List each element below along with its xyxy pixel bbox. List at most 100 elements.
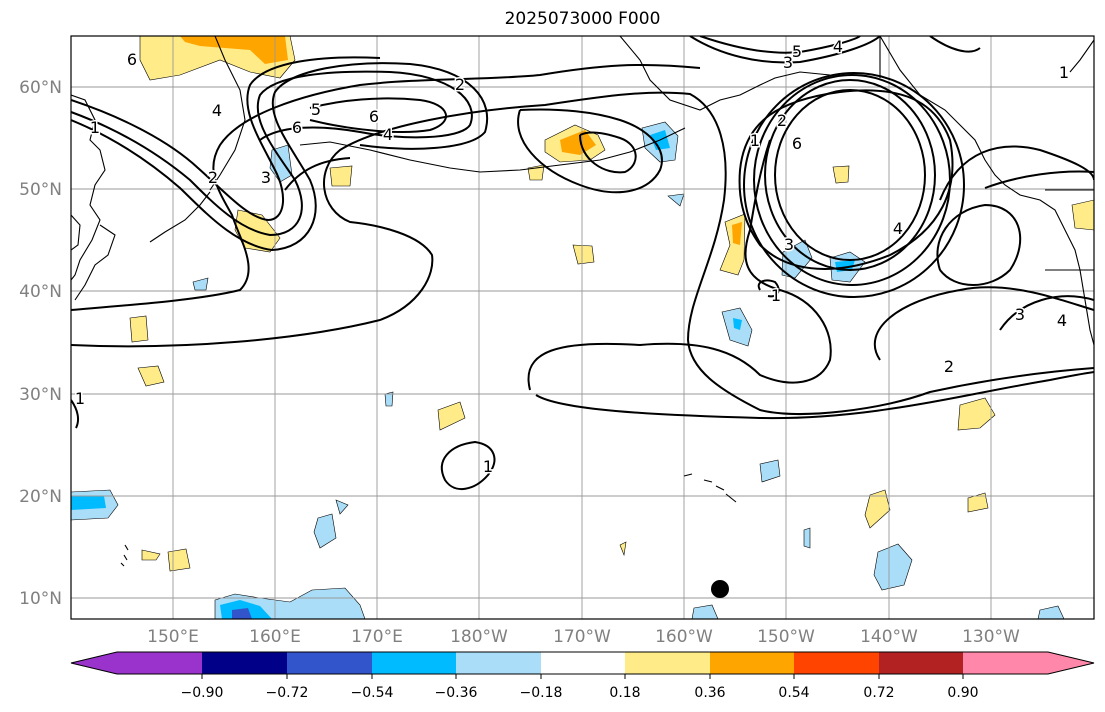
kamchatka-coastline [209,36,246,191]
contour-label: 1 [90,118,100,137]
positive-anomaly-patch [167,548,191,572]
colorbar-tick-label: 0.72 [863,685,894,701]
contour-line [71,56,381,222]
plot-frame [70,35,1095,620]
contour-line [764,79,936,271]
positive-anomaly-patch [832,165,850,184]
contour-line [929,36,981,53]
colorbar [70,651,1095,679]
contour-line [936,203,1022,286]
contour-label: 4 [1057,311,1067,330]
negative-anomaly-patch [335,499,349,515]
marianas-islands [120,544,129,567]
negative-anomaly-patch [873,543,913,591]
contour-line [579,131,637,174]
contour-line [440,440,496,490]
contour-label: 2 [944,357,954,376]
contour-label: 2 [208,168,218,187]
colorbar-segment [794,652,879,674]
contour-label: 5 [792,42,802,61]
y-axis-ticks: 60°N 50°N 40°N 30°N 20°N 10°N [19,78,62,609]
y-tick-label: 10°N [19,589,62,609]
strong-positive-anomaly-patch [732,222,742,245]
colorbar-segment [456,652,541,674]
positive-anomaly-patch [967,492,989,513]
negative-anomaly-patch [691,604,719,619]
colorbar-tick-label: −0.18 [520,685,563,701]
contour-line [309,97,447,133]
contour-lines [71,36,1094,490]
negative-anomaly-patch [1037,605,1065,619]
negative-anomaly-patch [232,608,252,619]
colorbar-segment [541,652,625,674]
colorbar-segment [710,652,794,674]
negative-anomaly-patch [384,391,394,407]
positive-anomaly-patch [572,244,595,265]
contour-line [71,62,489,252]
colorbar-tick-label: −0.36 [435,685,478,701]
x-tick-label: 130°W [962,627,1020,647]
colorbar-segment [117,652,202,674]
x-tick-label: 150°W [757,627,815,647]
contour-label: 1 [1059,63,1069,82]
colorbar-tick-label: 0.36 [694,685,725,701]
contour-label: 1 [483,457,493,476]
asia-coastline [71,94,106,281]
contour-label: 6 [369,107,379,126]
contour-label: 3 [1015,305,1025,324]
contour-line [689,36,881,64]
colorbar-segment [287,652,372,674]
x-tick-label: 160°E [249,627,301,647]
x-axis-ticks: 150°E 160°E 170°E 180°W 170°W 160°W 150°… [147,627,1020,647]
contour-label: 3 [783,53,793,72]
contour-label: 6 [792,134,802,153]
contour-line [71,70,473,237]
strong-positive-anomaly-patch [560,130,596,155]
contour-line [284,157,351,191]
contour-line [774,89,926,261]
positive-anomaly-patch [129,315,149,343]
negative-anomaly-patch [667,193,685,207]
contour-label: 4 [212,101,222,120]
x-tick-label: 160°W [655,627,713,647]
colorbar-tick-label: −0.90 [181,685,224,701]
negative-anomaly-patch [759,459,781,483]
contour-label: 2 [455,75,465,94]
colorbar-tick-label: 0.54 [778,685,809,701]
map-plot-area: 6 2 5 6 4 4 1 2 6 3 5 4 3 1 2 6 4 3 1 1 … [71,36,1094,619]
positive-anomaly-patch [1071,199,1094,231]
negative-anomaly-patch [803,527,811,549]
x-tick-label: 150°E [147,627,199,647]
contour-label: 4 [833,37,843,56]
map-title: 2025073000 F000 [504,9,661,29]
x-tick-label: 170°W [553,627,611,647]
hawaii-islands [683,473,737,503]
y-tick-label: 30°N [19,385,62,405]
contour-line [757,279,780,298]
x-tick-label: 140°W [860,627,918,647]
colorbar-extend-low [71,652,117,674]
colorbar-tick-label: 0.90 [947,685,978,701]
location-marker-dot [711,580,729,598]
colorbar-tick-label: −0.72 [266,685,309,701]
na-coastline [1069,39,1094,73]
contour-label: 4 [383,125,393,144]
contour-line [999,295,1094,331]
contour-label: 2 [777,111,787,130]
contour-label: 3 [784,235,794,254]
strong-positive-anomaly-patch [180,36,288,64]
contour-label: 6 [127,50,137,69]
contour-line [71,91,1094,415]
contour-label: 5 [311,100,321,119]
na-coastline [879,36,1094,346]
positive-anomaly-patch [141,549,161,561]
contour-label: 1 [750,131,760,150]
alaska-coastline [619,36,831,111]
contour-label: 3 [261,168,271,187]
japan-coastline [74,224,116,301]
colorbar-segment [879,652,963,674]
shaded-anomaly-field [71,36,1094,619]
contour-line [984,170,1094,189]
contour-label: 4 [893,219,903,238]
y-tick-label: 60°N [19,78,62,98]
